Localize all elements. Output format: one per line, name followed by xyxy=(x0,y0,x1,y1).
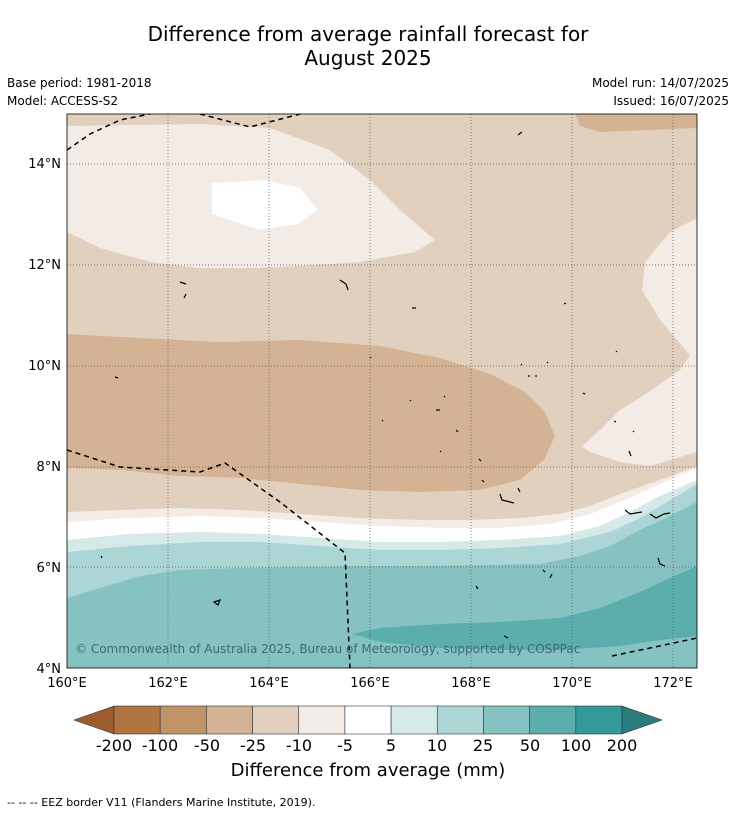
lon-label: 168°E xyxy=(451,676,491,691)
colorbar-tick-label: -10 xyxy=(286,736,312,755)
colorbar-tick-label: -200 xyxy=(96,736,132,755)
colorbar-extend-high xyxy=(621,705,663,735)
model-run: Model run: 14/07/2025 xyxy=(591,76,729,90)
lon-label: 162°E xyxy=(148,676,188,691)
colorbar-box xyxy=(483,705,530,735)
lon-label: 170°E xyxy=(552,676,592,691)
colorbar-extend-low xyxy=(73,705,115,735)
colorbar-box xyxy=(206,705,253,735)
lon-label: 172°E xyxy=(653,676,693,691)
band-50-100 xyxy=(352,566,697,650)
lat-label: 6°N xyxy=(37,561,62,576)
eez-borders xyxy=(67,114,697,668)
colorbar-box xyxy=(575,705,623,735)
title-line-1: Difference from average rainfall forecas… xyxy=(147,22,589,46)
band-minus50-minus25-centre xyxy=(67,334,555,492)
colorbar-box xyxy=(252,705,300,735)
meta-right: Model run: 14/07/2025 Issued: 16/07/2025 xyxy=(592,74,729,110)
colorbar-tick-label: -25 xyxy=(240,736,266,755)
colorbar-tick-label: -50 xyxy=(194,736,220,755)
issued-date: Issued: 16/07/2025 xyxy=(613,94,729,108)
colorbar-box xyxy=(113,705,161,735)
lat-label: 4°N xyxy=(37,662,62,677)
map-title: Difference from average rainfall forecas… xyxy=(0,22,736,70)
base-period: Base period: 1981-2018 xyxy=(7,76,152,90)
title-line-2: August 2025 xyxy=(304,46,432,70)
meta-left: Base period: 1981-2018 Model: ACCESS-S2 xyxy=(7,74,152,110)
band-near-average-south xyxy=(67,468,697,542)
colorbar-tick-label: 25 xyxy=(473,736,493,755)
colorbar-box xyxy=(344,705,392,735)
longitude-labels: 160°E 162°E 164°E 166°E 168°E 170°E 172°… xyxy=(47,676,693,691)
colorbar-tick-label: -5 xyxy=(337,736,353,755)
lat-label: 12°N xyxy=(28,258,61,273)
map-frame xyxy=(66,113,698,669)
latitude-labels: 14°N 12°N 10°N 8°N 6°N 4°N xyxy=(28,157,61,677)
eez-legend-footer: -- -- -- EEZ border V11 (Flanders Marine… xyxy=(7,796,316,809)
model-name: Model: ACCESS-S2 xyxy=(7,94,119,108)
graticule xyxy=(67,114,697,668)
lon-label: 164°E xyxy=(249,676,289,691)
colorbar-box xyxy=(390,705,438,735)
colorbar-tick-label: 5 xyxy=(386,736,396,755)
islands xyxy=(100,131,671,639)
rainfall-contours xyxy=(67,114,697,668)
lat-label: 8°N xyxy=(37,460,62,475)
colorbar-boxes xyxy=(113,705,623,735)
colorbar-tick-label: 10 xyxy=(427,736,447,755)
colorbar: -200 -100 -50 -25 -10 -5 5 10 25 50 100 … xyxy=(73,705,663,755)
band-minus50-minus25-ne xyxy=(575,114,697,132)
copyright-text: © Commonwealth of Australia 2025, Bureau… xyxy=(75,642,580,656)
band-near-average-north xyxy=(212,180,318,230)
colorbar-tick-label: 50 xyxy=(520,736,540,755)
colorbar-box xyxy=(436,705,484,735)
lat-label: 10°N xyxy=(28,359,61,374)
colorbar-box xyxy=(298,705,346,735)
lon-label: 160°E xyxy=(47,676,87,691)
colorbar-box xyxy=(159,705,207,735)
colorbar-tick-label: 100 xyxy=(561,736,592,755)
colorbar-title: Difference from average (mm) xyxy=(230,760,506,781)
colorbar-tick-label: 200 xyxy=(607,736,638,755)
lat-label: 14°N xyxy=(28,157,61,172)
colorbar-tick-label: -100 xyxy=(142,736,178,755)
band-minus25-minus10-south xyxy=(67,412,697,520)
lon-label: 166°E xyxy=(350,676,390,691)
colorbar-box xyxy=(529,705,577,735)
colorbar-tick-labels: -200 -100 -50 -25 -10 -5 5 10 25 50 100 … xyxy=(96,736,637,755)
